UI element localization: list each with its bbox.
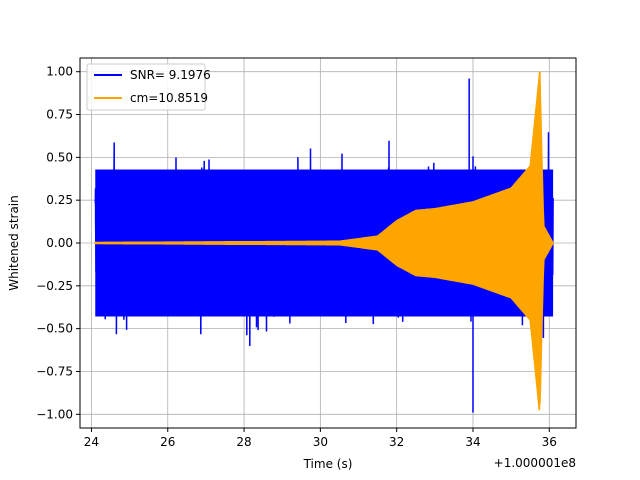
- y-tick-label: −0.75: [36, 364, 73, 378]
- x-axis: 24 26 28 30 32 34 36: [84, 428, 557, 449]
- y-tick-label: 0.25: [46, 193, 73, 207]
- x-tick-label: 36: [542, 435, 557, 449]
- y-axis: −1.00 −0.75 −0.50 −0.25 0.00 0.25 0.50 0.75 1.00: [36, 65, 80, 421]
- y-tick-label: −0.25: [36, 279, 73, 293]
- y-tick-label: −0.50: [36, 322, 73, 336]
- legend-label-cm: cm=10.8519: [130, 91, 208, 105]
- x-tick-label: 26: [160, 435, 175, 449]
- x-tick-label: 28: [236, 435, 251, 449]
- x-offset-label: +1.000001e8: [494, 456, 576, 470]
- x-tick-label: 34: [465, 435, 480, 449]
- x-axis-label: Time (s): [303, 457, 353, 471]
- y-tick-label: 1.00: [46, 65, 73, 79]
- x-tick-label: 24: [84, 435, 99, 449]
- x-tick-label: 30: [313, 435, 328, 449]
- y-tick-label: 0.00: [46, 236, 73, 250]
- y-tick-label: −1.00: [36, 407, 73, 421]
- legend-label-snr: SNR= 9.1976: [130, 68, 211, 82]
- legend: SNR= 9.1976 cm=10.8519: [86, 63, 211, 111]
- y-tick-label: 0.50: [46, 150, 73, 164]
- x-tick-label: 32: [389, 435, 404, 449]
- series-cm-envelope: [94, 75, 554, 411]
- y-tick-label: 0.75: [46, 108, 73, 122]
- y-axis-label: Whitened strain: [7, 195, 21, 291]
- series-layer: [94, 71, 554, 413]
